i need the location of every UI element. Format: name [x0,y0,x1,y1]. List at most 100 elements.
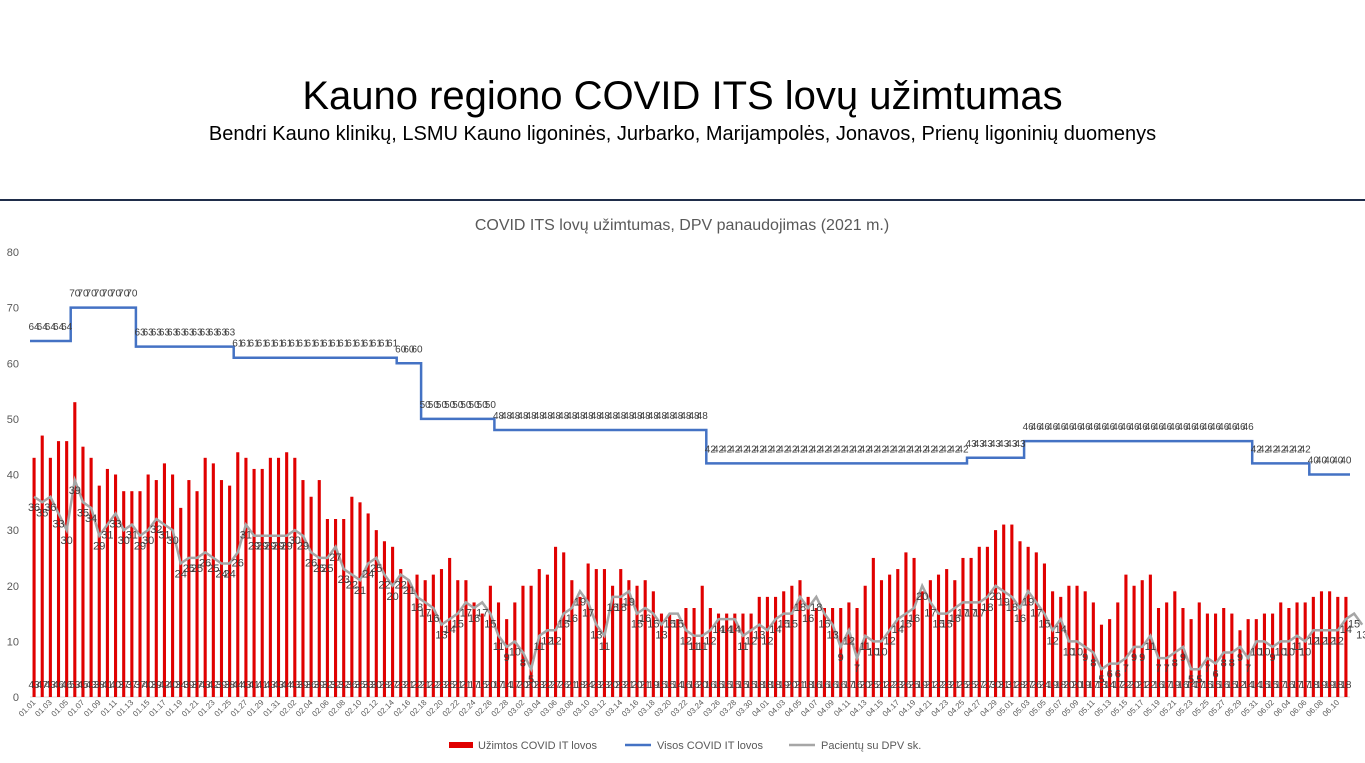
occupied-bar-label: 20 [860,680,872,691]
dpv-patients-label: 22 [378,580,390,592]
x-tick-label: 05.17 [1125,698,1146,719]
dpv-patients-label: 29 [134,541,146,553]
occupied-bar [488,585,492,697]
x-tick-label: 04.15 [864,698,885,719]
occupied-bar-label: 25 [444,680,456,691]
total-beds-label: 42 [746,444,758,455]
dpv-patients-label: 18 [810,602,822,614]
occupied-bar-label: 32 [338,680,350,691]
dpv-patients-label: 11 [534,641,545,653]
occupied-bar-label: 15 [1202,680,1214,691]
occupied-bar [1116,602,1120,697]
occupied-bar-label: 15 [1259,680,1271,691]
y-tick-label: 60 [7,358,19,370]
dpv-patients-label: 25 [191,563,203,575]
occupied-bar [725,613,729,697]
occupied-bar-label: 39 [314,680,326,691]
occupied-bar-label: 16 [835,680,847,691]
x-tick-label: 03.10 [571,698,592,719]
dpv-patients-label: 15 [786,619,798,631]
occupied-bar-label: 15 [729,680,741,691]
occupied-bar [651,591,655,697]
occupied-bar [505,619,509,697]
occupied-bar-label: 16 [819,680,831,691]
occupied-bar-label: 36 [346,680,358,691]
dpv-patients-label: 17 [965,607,977,619]
x-tick-label: 02.22 [441,698,462,719]
dpv-patients-label: 15 [941,619,953,631]
dpv-patients-label: 11 [737,641,748,653]
occupied-bar [1262,613,1266,697]
occupied-bar [782,591,786,697]
occupied-bar [366,513,370,697]
dpv-patients-label: 17 [973,607,985,619]
total-beds-label: 48 [550,411,562,422]
occupied-bar [912,557,916,697]
total-beds-label: 70 [110,289,122,300]
occupied-bar [65,441,69,697]
total-beds-labels: 6464646464707070707070707063636363636363… [29,289,1352,467]
occupied-bar-label: 17 [1300,680,1312,691]
y-tick-label: 40 [7,470,19,482]
occupied-bar-label: 14 [1186,680,1198,691]
occupied-bar [627,580,631,697]
occupied-bar-label: 17 [1112,680,1124,691]
occupied-bar-label: 16 [827,680,839,691]
total-beds-label: 42 [835,444,847,455]
x-tick-label: 01.09 [82,698,103,719]
occupied-bar [749,613,753,697]
x-tick-label: 01.21 [180,698,201,719]
dpv-patients-label: 6 [1115,669,1121,681]
occupied-bar-label: 46 [61,680,73,691]
occupied-bar [301,480,305,697]
occupied-bar-label: 39 [297,680,309,691]
x-tick-label: 06.02 [1255,698,1276,719]
occupied-bar [472,602,476,697]
dpv-patients-label: 9 [504,652,510,664]
occupied-bar [774,596,778,697]
occupied-bar-label: 22 [933,680,945,691]
occupied-bar [806,596,810,697]
dpv-patients-label: 20 [989,591,1001,603]
total-beds-label: 48 [566,411,578,422]
total-beds-label: 46 [1129,422,1141,433]
occupied-bar-label: 24 [583,680,595,691]
occupied-bar-label: 20 [697,680,709,691]
total-beds-label: 50 [477,400,489,411]
occupied-bar [1279,602,1283,697]
total-beds-label: 48 [599,411,611,422]
dpv-patients-label: 8 [520,658,526,670]
dpv-patients-label: 19 [574,596,586,608]
occupied-bar [594,569,598,697]
occupied-bar [790,585,794,697]
total-beds-label: 61 [289,339,301,350]
occupied-bar-label: 18 [1055,680,1067,691]
dpv-patients-label: 12 [843,635,855,647]
x-tick-label: 06.10 [1321,698,1342,719]
occupied-beds-labels: 4347434646534543384140373737403942403439… [29,680,1352,691]
occupied-bar [1344,596,1348,697]
occupied-bar-label: 21 [640,680,652,691]
x-tick-label: 01.13 [115,698,136,719]
total-beds-label: 61 [281,339,293,350]
dpv-patients-label: 30 [61,535,73,547]
total-beds-label: 46 [1104,422,1116,433]
total-beds-label: 61 [354,339,366,350]
occupied-beds-bars [32,402,1348,697]
total-beds-label: 46 [1071,422,1083,433]
total-beds-label: 46 [1047,422,1059,433]
dpv-patients-label: 20 [916,591,928,603]
total-beds-label: 42 [729,444,741,455]
dpv-patients-label: 24 [224,569,236,581]
occupied-bar-label: 17 [1275,680,1287,691]
y-tick-label: 50 [7,414,19,426]
occupied-bar [1099,624,1104,697]
occupied-bar [171,474,175,697]
occupied-bar-label: 18 [754,680,766,691]
dpv-patients-label: 11 [688,641,699,653]
total-beds-label: 63 [175,328,187,339]
occupied-bar-label: 19 [778,680,790,691]
x-tick-label: 05.09 [1060,698,1081,719]
dpv-patients-label: 31 [240,530,252,542]
dpv-patients-label: 15 [672,619,684,631]
